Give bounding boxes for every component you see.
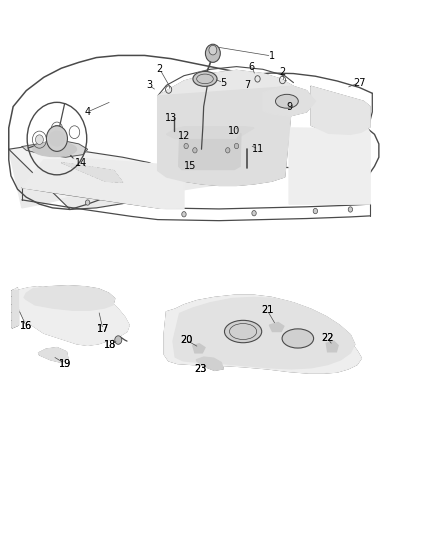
Ellipse shape xyxy=(282,329,314,348)
Polygon shape xyxy=(196,357,223,370)
Text: 17: 17 xyxy=(97,325,109,334)
Circle shape xyxy=(115,336,122,344)
Polygon shape xyxy=(311,86,370,134)
Text: 10: 10 xyxy=(228,126,240,135)
Text: 19: 19 xyxy=(59,359,71,368)
Text: 11: 11 xyxy=(252,144,265,154)
Text: 5: 5 xyxy=(220,78,226,87)
Circle shape xyxy=(35,135,43,144)
Circle shape xyxy=(205,44,220,62)
Text: 20: 20 xyxy=(180,335,192,345)
Ellipse shape xyxy=(49,131,65,146)
Polygon shape xyxy=(166,127,254,139)
Polygon shape xyxy=(12,290,18,328)
Polygon shape xyxy=(158,70,293,99)
Circle shape xyxy=(182,212,186,217)
Text: 23: 23 xyxy=(194,364,207,374)
Text: 20: 20 xyxy=(180,335,192,345)
Polygon shape xyxy=(158,86,293,185)
Text: 21: 21 xyxy=(261,305,273,315)
Text: 13: 13 xyxy=(165,114,177,123)
Text: 15: 15 xyxy=(184,161,197,171)
Circle shape xyxy=(184,143,188,149)
Text: 4: 4 xyxy=(85,107,91,117)
Circle shape xyxy=(54,125,60,133)
Polygon shape xyxy=(193,344,205,353)
Circle shape xyxy=(234,143,239,149)
Circle shape xyxy=(193,148,197,153)
Circle shape xyxy=(209,45,217,55)
Text: 1: 1 xyxy=(268,51,275,61)
Circle shape xyxy=(252,211,256,216)
Text: 2: 2 xyxy=(279,67,286,77)
Text: 18: 18 xyxy=(104,341,117,350)
Polygon shape xyxy=(326,341,338,352)
Ellipse shape xyxy=(276,94,298,108)
Polygon shape xyxy=(269,322,284,332)
Ellipse shape xyxy=(33,142,77,157)
Polygon shape xyxy=(22,159,184,209)
Circle shape xyxy=(313,208,318,214)
Polygon shape xyxy=(13,287,129,345)
Text: 7: 7 xyxy=(244,80,251,90)
Circle shape xyxy=(46,126,67,151)
Text: 19: 19 xyxy=(59,359,71,368)
Text: 6: 6 xyxy=(249,62,255,71)
Ellipse shape xyxy=(193,71,217,86)
Polygon shape xyxy=(39,348,68,362)
Circle shape xyxy=(226,148,230,153)
Text: 16: 16 xyxy=(20,321,32,331)
Polygon shape xyxy=(22,141,88,157)
Polygon shape xyxy=(173,297,355,369)
Text: 12: 12 xyxy=(178,131,190,141)
Text: 23: 23 xyxy=(194,364,207,374)
Text: 14: 14 xyxy=(75,158,87,167)
Polygon shape xyxy=(289,128,370,204)
Polygon shape xyxy=(164,295,361,373)
Text: 16: 16 xyxy=(20,321,32,331)
Ellipse shape xyxy=(225,320,262,343)
Polygon shape xyxy=(179,133,241,169)
Text: 22: 22 xyxy=(321,334,334,343)
Polygon shape xyxy=(24,286,115,310)
Text: 3: 3 xyxy=(146,80,152,90)
Polygon shape xyxy=(9,147,166,209)
Polygon shape xyxy=(61,163,123,182)
Circle shape xyxy=(85,200,90,205)
Text: 21: 21 xyxy=(261,305,273,315)
Polygon shape xyxy=(9,149,250,209)
Text: 27: 27 xyxy=(353,78,365,87)
Polygon shape xyxy=(263,86,315,116)
Text: 22: 22 xyxy=(321,334,334,343)
Text: 9: 9 xyxy=(286,102,292,111)
Text: 2: 2 xyxy=(157,64,163,74)
Text: 18: 18 xyxy=(104,341,117,350)
Circle shape xyxy=(348,207,353,212)
Text: 17: 17 xyxy=(97,325,109,334)
